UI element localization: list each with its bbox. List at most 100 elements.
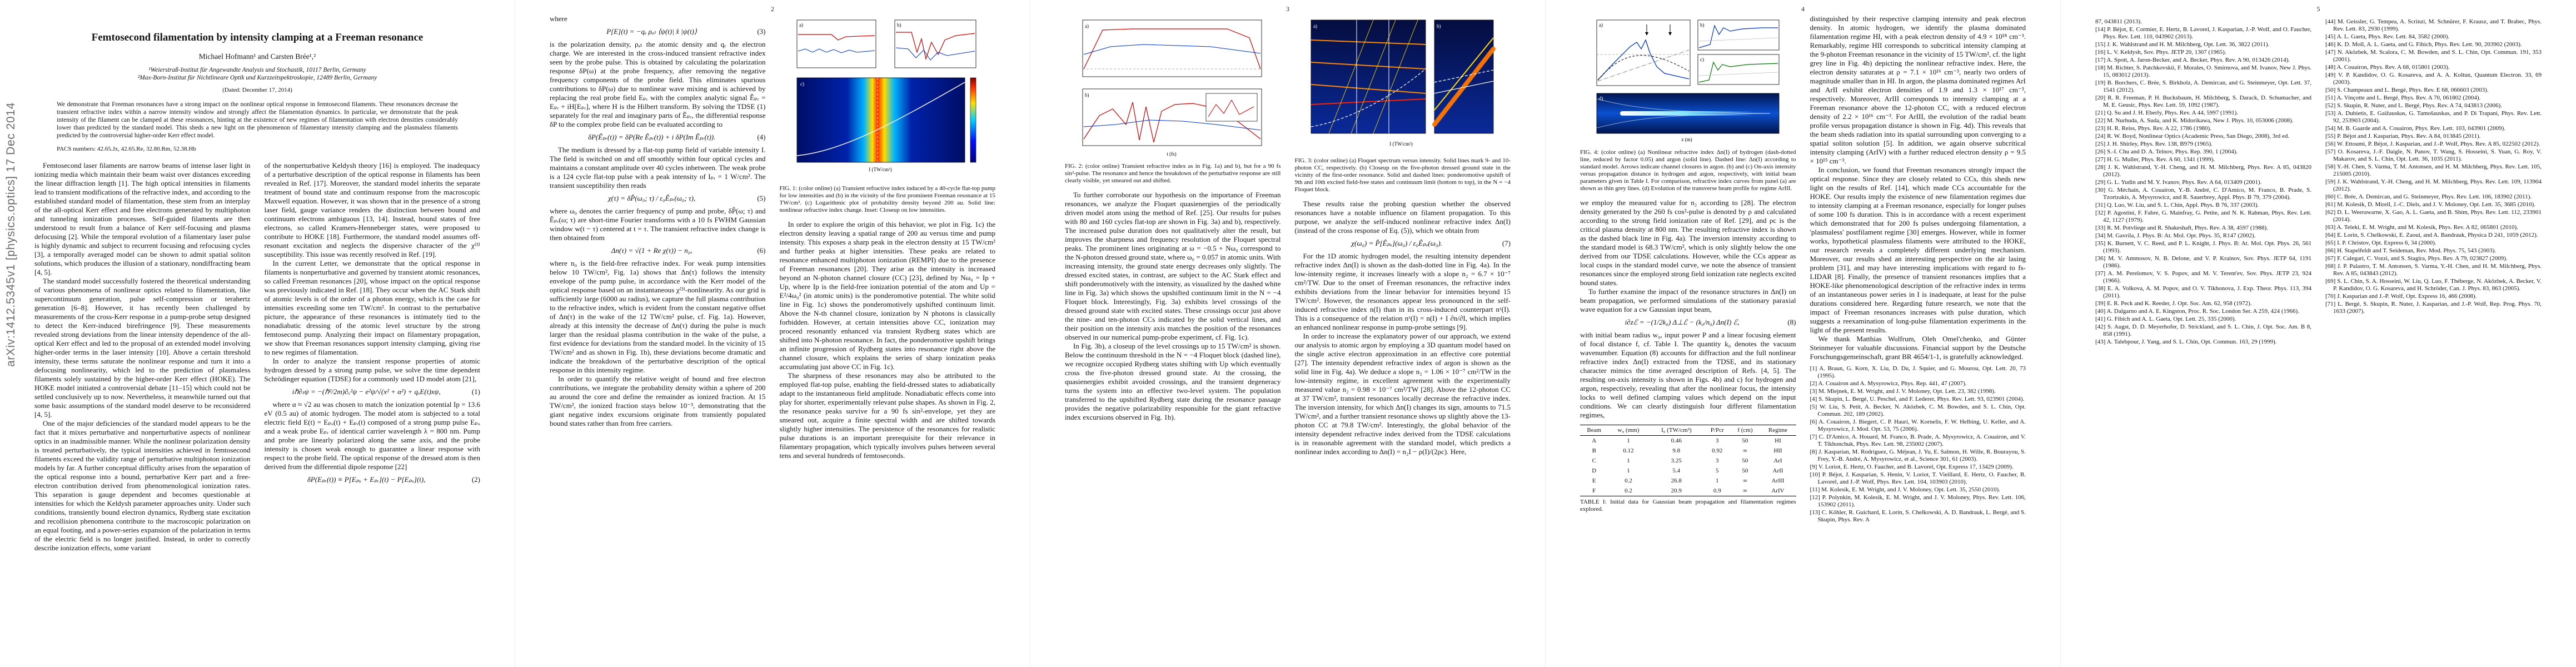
page-3: 3 a) b) t (fs) bbox=[1030, 0, 1546, 667]
reference-item: [31] Q. Luo, W. Liu, and S. L. Chin, App… bbox=[2095, 202, 2259, 208]
dated-line: (Dated: December 17, 2014) bbox=[222, 87, 292, 93]
reference-item: [51] A. Vinçotte and L. Bergé, Phys. Rev… bbox=[2325, 94, 2481, 101]
equation: iℏ∂ₜψ = −(ℏ²/2m)∂ₓ²ψ − e²ψ/√(x² + α²) + … bbox=[292, 387, 480, 396]
equation: χ(τ) = δP̂(ω₀; τ) / ε₀Êₚᵣ(ω₀; τ), (5) bbox=[608, 194, 766, 202]
paragraph: We thank Matthias Wolfrum, Oleh Omel'che… bbox=[1810, 335, 2026, 361]
fig4-x-axis-label: z (m) bbox=[1681, 137, 1692, 142]
reference-item: [24] R. W. Boyd, Nonlinear Optics (Acade… bbox=[2095, 133, 2290, 140]
reference-item: [39] E. R. Peck and K. Reeder, J. Opt. S… bbox=[2095, 300, 2252, 307]
table-cell: 0.2 bbox=[1625, 477, 1632, 484]
figure-4-caption: FIG. 4: (color online) (a) Nonlinear ref… bbox=[1580, 149, 1796, 192]
affiliation-1: ¹Weierstraß-Institut für Angewandte Anal… bbox=[148, 67, 366, 73]
paragraph: In Fig. 3b), a closeup of the level cros… bbox=[1065, 342, 1281, 421]
table-cell: ∞ bbox=[1742, 447, 1747, 454]
fig1-panel-c-label: c) bbox=[800, 81, 804, 87]
page4-left-flow: we employ the measured value for n₂ acco… bbox=[1580, 198, 1796, 420]
fig1-panel-b-label: b) bbox=[897, 22, 901, 28]
reference-item: [10] P. Béjot, J. Kasparian, S. Henin, V… bbox=[1810, 471, 2026, 485]
reference-item: [43] A. Talebpour, J. Yang, and S. L. Ch… bbox=[2095, 339, 2277, 345]
page1-column-right: of the nonperturbative Keldysh theory [1… bbox=[265, 161, 481, 658]
paragraph: In order to analyze the transient respon… bbox=[264, 357, 481, 383]
reference-item: [17] A. Spott, A. Jaron-Becker, and A. B… bbox=[2095, 57, 2290, 63]
table-row: F 0.2 20.9 0.9 ∞ ArIV bbox=[1580, 486, 1796, 496]
reference-item: [1] A. Braun, G. Korn, X. Liu, D. Du, J.… bbox=[1810, 365, 2026, 379]
page-4: 4 bbox=[1546, 0, 2061, 667]
equation: χ(ω₀) = P̂[Êₚᵤ](ω₀) / ε₀Êₚᵤ(ω₀). (7) bbox=[1351, 239, 1511, 247]
reference-item: [11] M. Kolesik, E. M. Wright, and J. V.… bbox=[1810, 486, 2000, 493]
page4-column-right: distinguished by their respective clampi… bbox=[1810, 14, 2026, 658]
reference-item: [56] W. Ettoumi, P. Béjot, J. Kasparian,… bbox=[2325, 141, 2540, 147]
reference-item: 87, 043811 (2013). bbox=[2095, 18, 2142, 25]
reference-item: [67] F. Calegari, C. Vozzi, and S. Stagi… bbox=[2325, 255, 2508, 262]
reference-item: [45] A. L. Gaeta, Phys. Rev. Lett. 84, 3… bbox=[2325, 33, 2450, 40]
table-1-caption: TABLE I: Initial data for Gaussian beam … bbox=[1580, 499, 1796, 512]
table-cell: ArI bbox=[1773, 457, 1782, 464]
reference-item: [20] R. R. Freeman, P. H. Bucksbaum, H. … bbox=[2095, 94, 2311, 108]
fig1-panel-a-label: a) bbox=[799, 22, 803, 28]
reference-item: [26] S.-I. Chu and D. A. Telnov, Phys. R… bbox=[2095, 148, 2238, 155]
table-cell: 26.8 bbox=[1671, 477, 1682, 484]
paragraph: where α ≈ √2 au was chosen to match the … bbox=[264, 400, 481, 471]
reference-list: 87, 043811 (2013). [14] P. Béjot, E. Corm… bbox=[2095, 18, 2311, 346]
table-cell: 1 bbox=[1627, 437, 1630, 444]
page-number: 3 bbox=[1286, 5, 1289, 13]
fig3-x-axis-label: I (TW/cm²) bbox=[1390, 141, 1413, 147]
arxiv-stamp: arXiv:1412.5345v1 [physics.optics] 17 De… bbox=[4, 102, 17, 367]
reference-item: [13] C. Köhler, R. Guichard, E. Lorin, S… bbox=[1810, 509, 2026, 523]
reference-item: [14] P. Béjot, E. Cormier, E. Hertz, B. … bbox=[2095, 26, 2311, 40]
fig4-panel-a-label: a) bbox=[1599, 22, 1603, 28]
paragraph: To further cor­roborate our hypothesis o… bbox=[1065, 191, 1281, 341]
page3-column-left: a) b) t (fs) FIG. 2: (color online) Tran… bbox=[1065, 14, 1281, 658]
reference-item: [28] J. K. Wahlstrand, Y.-H. Cheng, and … bbox=[2095, 164, 2311, 178]
page3-right-flow: These results raise the probing question… bbox=[1295, 200, 1511, 456]
page5-column-right: [44] M. Geissler, G. Tempea, A. Scrinzi,… bbox=[2325, 14, 2542, 658]
reference-item: [21] Q. Su and J. H. Eberly, Phys. Rev. … bbox=[2095, 109, 2239, 116]
table-cell: 3.25 bbox=[1671, 457, 1682, 464]
paragraph: The sharpness of these resonances may al… bbox=[779, 371, 996, 460]
paragraph: These results raise the probing question… bbox=[1294, 200, 1511, 235]
reference-list: [44] M. Geissler, G. Tempea, A. Scrinzi,… bbox=[2325, 18, 2542, 315]
reference-item: [36] M. V. Ammosov, N. B. Delone, and V.… bbox=[2095, 255, 2311, 269]
table-row: C 1 3.25 3 50 ArI bbox=[1580, 456, 1796, 466]
table-cell: 1 bbox=[1627, 457, 1630, 464]
paragraph: In conclusion, we found that Freeman res… bbox=[1810, 166, 2026, 334]
reference-item: [3] M. Mlejnek, E. M. Wright, and J. V. … bbox=[1810, 388, 1996, 395]
affiliation-2: ²Max-Born-Institut für Nichtlineare Opti… bbox=[137, 74, 377, 81]
table-cell: D bbox=[1592, 467, 1597, 474]
paragraph: where ω₀ denotes the carrier frequency o… bbox=[550, 207, 766, 242]
figure-2-caption: FIG. 2: (color online) Transient refract… bbox=[1065, 163, 1281, 184]
equation: i∂zℰ = −(1/2k₀) Δ⊥ℰ − (k₀/n₀) Δn(I) ℰ, (8… bbox=[1625, 318, 1796, 326]
table-row: D 1 5.4 5 50 ArII bbox=[1580, 466, 1796, 476]
paragraph: with initial beam radius w₀, input power… bbox=[1580, 331, 1796, 419]
table-cell: F bbox=[1592, 487, 1596, 494]
equation: δP(Êₚᵣ(t)) = δP(Re Êₚᵣ(t)) + i δP(Im Êₚᵣ… bbox=[587, 133, 766, 141]
reference-item: [68] J. P. Palastro, T. M. Antonsen, S. … bbox=[2325, 263, 2542, 277]
reference-item: [2] A. Couairon and A. Mysyrowicz, Phys.… bbox=[1810, 380, 1967, 387]
reference-item: [55] P. Béjot and J. Kasparian, Phys. Re… bbox=[2325, 133, 2481, 140]
page2-right-flow: In order to explore the origin of this b… bbox=[780, 220, 996, 460]
paragraph: In the current Letter, we demonstrate th… bbox=[264, 259, 481, 356]
reference-item: [44] M. Geissler, G. Tempea, A. Scrinzi,… bbox=[2325, 18, 2542, 32]
paragraph: distinguished by their respective clampi… bbox=[1810, 14, 2026, 165]
page5-columns: 87, 043811 (2013). [14] P. Béjot, E. Corm… bbox=[2095, 14, 2542, 658]
table-cell: 1 bbox=[1627, 467, 1630, 474]
table-header-cell: P/Pcr bbox=[1704, 425, 1731, 436]
table-header-cell: f (cm) bbox=[1730, 425, 1760, 436]
table-cell: 50 bbox=[1742, 457, 1748, 464]
table-row: B 0.12 9.8 0.92 ∞ HII bbox=[1580, 446, 1796, 456]
fig4-panel-d-label: d) bbox=[1599, 96, 1603, 101]
reference-item: [41] G. Fibich and A. L. Gaeta, Opt. Let… bbox=[2095, 316, 2236, 322]
reference-item: [62] D. L. Weerawarne, X. Gao, A. L. Gae… bbox=[2325, 209, 2542, 223]
paragraph: The standard model successfully fostered… bbox=[34, 277, 251, 419]
table-cell: HII bbox=[1773, 447, 1782, 454]
page1-column-left: Femtosecond laser filaments are narrow b… bbox=[34, 161, 251, 658]
paragraph: The medium is dressed by a flat-top pump… bbox=[550, 146, 766, 190]
paragraph: where bbox=[550, 14, 567, 23]
paragraph: of the nonperturbative Keldysh theory [1… bbox=[264, 161, 481, 258]
page1-columns: Femtosecond laser filaments are narrow b… bbox=[34, 161, 480, 658]
figure-3: a) b) I (TW/cm²) bbox=[1295, 16, 1511, 155]
figure-3-graphic: a) b) I (TW/cm²) bbox=[1311, 19, 1496, 147]
reference-item: [42] S. Augst, D. D. Meyerhofer, D. Stri… bbox=[2095, 323, 2311, 337]
reference-item: [64] E. Lorin, S. Chelkowski, E. Zaoui, … bbox=[2325, 232, 2538, 238]
